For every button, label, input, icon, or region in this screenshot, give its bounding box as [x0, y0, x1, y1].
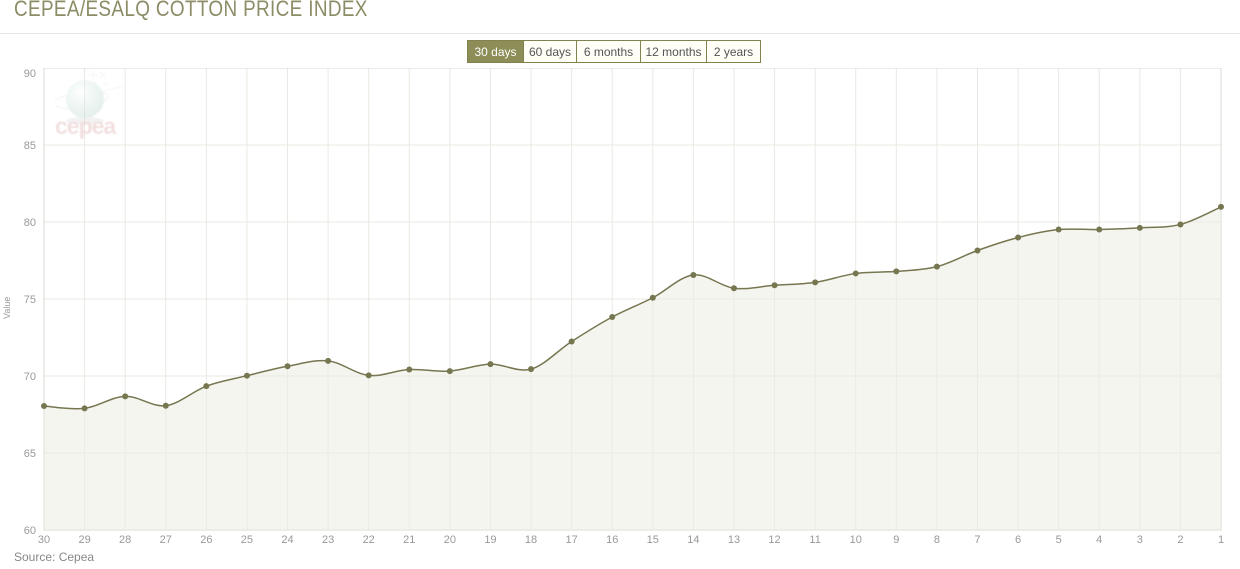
- svg-text:4: 4: [1096, 534, 1102, 546]
- svg-text:6: 6: [1015, 534, 1021, 546]
- svg-text:10: 10: [850, 534, 862, 546]
- svg-text:7: 7: [974, 534, 980, 546]
- svg-text:30: 30: [38, 534, 50, 546]
- svg-text:21: 21: [403, 534, 415, 546]
- svg-text:65: 65: [24, 448, 36, 460]
- svg-text:18: 18: [525, 534, 537, 546]
- svg-text:19: 19: [484, 534, 496, 546]
- svg-text:70: 70: [24, 371, 36, 383]
- svg-text:60: 60: [24, 525, 36, 537]
- svg-text:26: 26: [200, 534, 212, 546]
- svg-text:14: 14: [687, 534, 699, 546]
- svg-text:16: 16: [606, 534, 618, 546]
- svg-text:2: 2: [1177, 534, 1183, 546]
- svg-text:3: 3: [1137, 534, 1143, 546]
- svg-text:22: 22: [363, 534, 375, 546]
- svg-text:23: 23: [322, 534, 334, 546]
- svg-text:85: 85: [24, 140, 36, 152]
- svg-text:90: 90: [24, 68, 36, 80]
- svg-text:12: 12: [768, 534, 780, 546]
- svg-text:28: 28: [119, 534, 131, 546]
- svg-text:20: 20: [444, 534, 456, 546]
- svg-text:29: 29: [78, 534, 90, 546]
- svg-text:8: 8: [934, 534, 940, 546]
- svg-text:1: 1: [1218, 534, 1224, 546]
- svg-text:27: 27: [160, 534, 172, 546]
- svg-text:24: 24: [281, 534, 293, 546]
- svg-text:5: 5: [1056, 534, 1062, 546]
- svg-text:17: 17: [565, 534, 577, 546]
- svg-text:75: 75: [24, 294, 36, 306]
- svg-text:15: 15: [647, 534, 659, 546]
- svg-text:11: 11: [809, 534, 820, 546]
- svg-text:13: 13: [728, 534, 740, 546]
- svg-text:cepea: cepea: [55, 113, 116, 139]
- svg-text:80: 80: [24, 217, 36, 229]
- svg-text:25: 25: [241, 534, 253, 546]
- svg-text:9: 9: [893, 534, 899, 546]
